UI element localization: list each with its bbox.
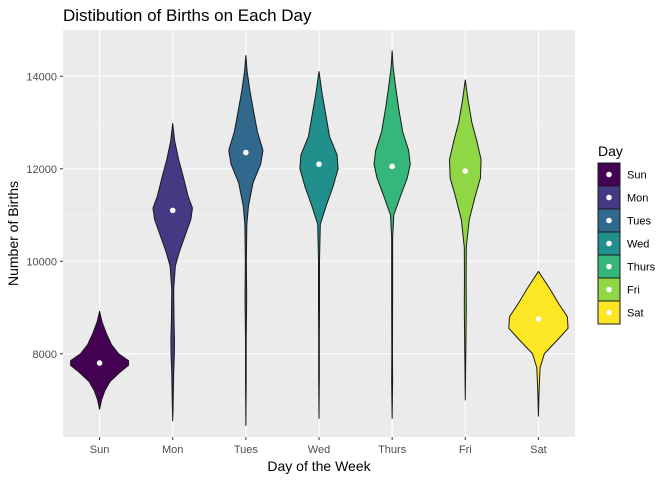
- legend-item-sat: Sat: [597, 300, 644, 325]
- median-point-tues: [243, 149, 249, 156]
- median-point-thurs: [389, 163, 395, 170]
- y-tick-label: 10000: [26, 256, 57, 268]
- violin-wed: [299, 71, 339, 419]
- median-point-sun: [96, 360, 103, 366]
- violin-mon: [152, 122, 193, 422]
- legend-item-mon: Mon: [597, 185, 648, 210]
- y-tick-label: 8000: [33, 349, 57, 361]
- violins: [70, 50, 569, 426]
- x-tick-label: Sat: [530, 444, 547, 456]
- median-point-wed: [316, 161, 322, 167]
- y-tick-label: 14000: [26, 71, 57, 83]
- x-tick-label: Sun: [90, 444, 110, 456]
- x-tick-label: Mon: [162, 444, 183, 456]
- violin-tues: [228, 54, 264, 426]
- y-tick-label: 12000: [26, 164, 57, 176]
- legend-key-point: [606, 240, 612, 247]
- x-tick-label: Fri: [459, 444, 472, 456]
- chart-title: Distibution of Births on Each Day: [63, 6, 312, 25]
- legend-label: Sat: [627, 308, 644, 320]
- x-axis-title: Day of the Week: [267, 458, 371, 474]
- legend-key-point: [606, 217, 612, 224]
- legend-item-thurs: Thurs: [597, 254, 656, 279]
- legend-item-tues: Tues: [597, 208, 652, 233]
- x-axis: Sun Mon Tues Wed Thurs Fri Sat: [90, 437, 547, 456]
- x-tick-label: Thurs: [378, 444, 407, 456]
- legend-label: Wed: [627, 239, 649, 251]
- median-point-mon: [169, 207, 176, 214]
- legend-key-point: [606, 171, 612, 178]
- legend-key-point: [606, 309, 612, 316]
- legend-item-sun: Sun: [597, 162, 647, 187]
- legend-label: Mon: [627, 193, 648, 205]
- median-point-fri: [462, 168, 469, 174]
- legend-item-fri: Fri: [597, 277, 640, 302]
- violin-sat: [508, 270, 569, 417]
- legend-label: Sun: [627, 170, 647, 182]
- legend-item-wed: Wed: [597, 231, 649, 256]
- legend-label: Fri: [627, 285, 640, 297]
- violin-thurs: [373, 50, 411, 419]
- y-axis-title: Number of Births: [5, 181, 21, 286]
- violin-fri: [448, 79, 482, 401]
- x-tick-label: Tues: [234, 444, 259, 456]
- x-tick-label: Wed: [308, 444, 330, 456]
- legend-label: Thurs: [627, 262, 656, 274]
- legend-title: Day: [598, 143, 623, 159]
- median-points: [96, 149, 542, 366]
- legend-key-point: [606, 263, 612, 270]
- median-point-sat: [535, 316, 542, 322]
- legend: Sun Mon Tues Wed Thurs Fri Sat: [597, 162, 656, 325]
- legend-label: Tues: [627, 216, 652, 228]
- y-axis: 8000 10000 12000 14000: [26, 71, 63, 361]
- legend-key-point: [606, 194, 612, 201]
- legend-key-point: [606, 286, 612, 293]
